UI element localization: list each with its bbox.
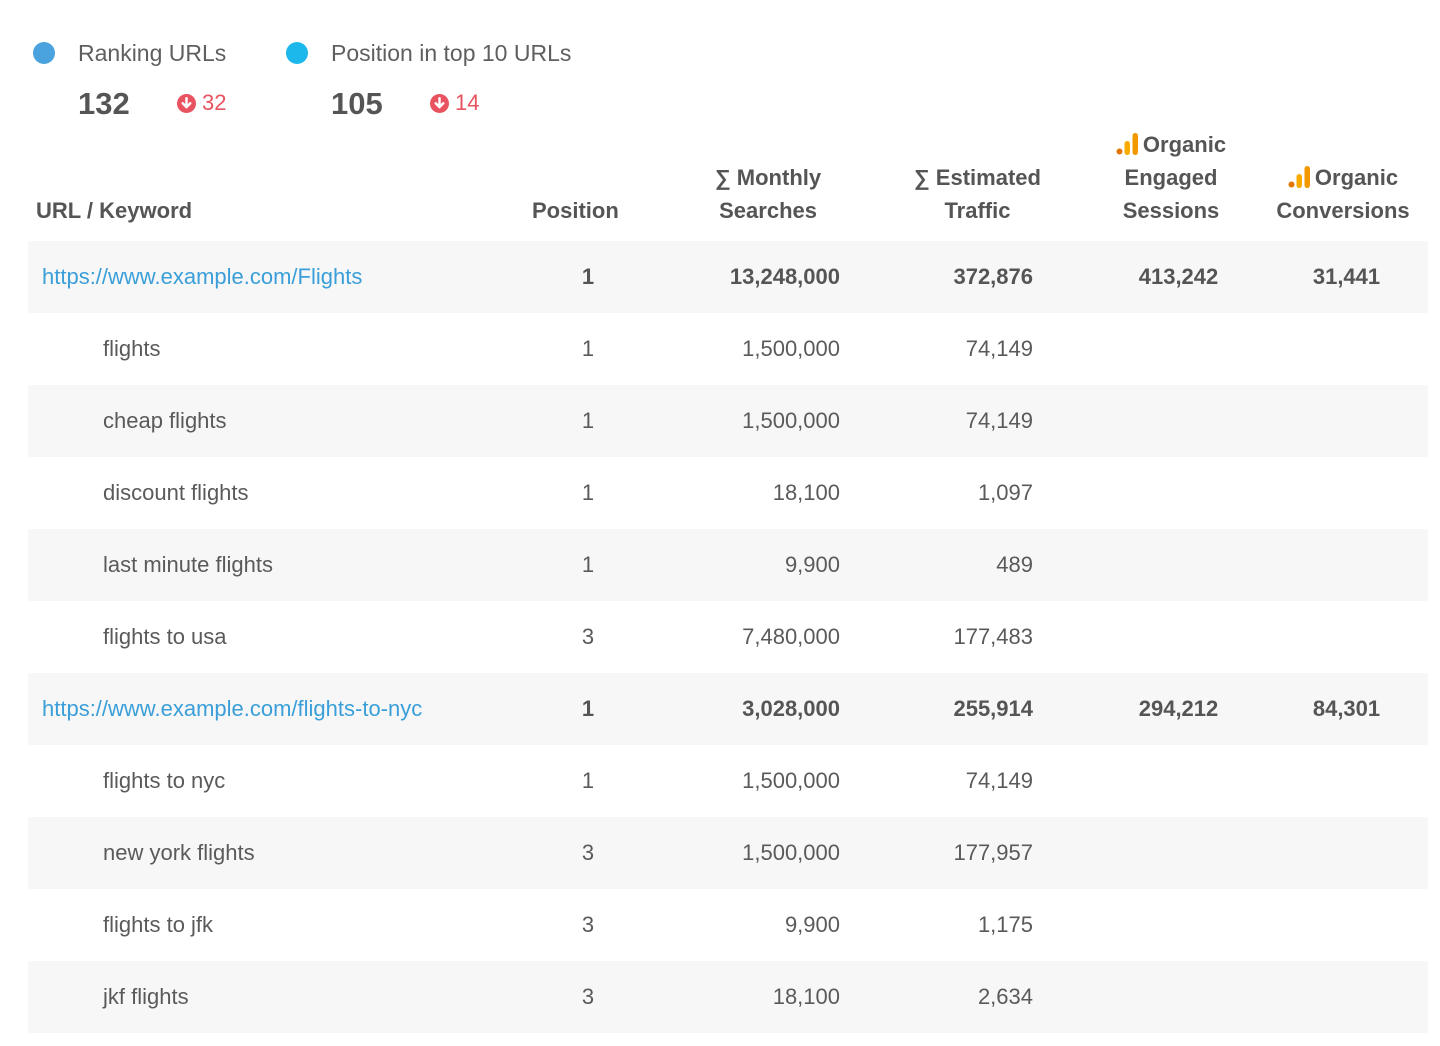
estimated-traffic-cell: 74,149 bbox=[965, 408, 1033, 433]
column-header-position[interactable]: Position bbox=[532, 198, 619, 223]
estimated-traffic-cell: 74,149 bbox=[965, 336, 1033, 361]
estimated-traffic-cell: 372,876 bbox=[953, 264, 1033, 289]
table-row-keyword: flights to jfk 3 9,900 1,175 bbox=[28, 889, 1428, 961]
keyword-cell: new york flights bbox=[103, 840, 255, 865]
position-cell: 1 bbox=[581, 264, 595, 289]
metric-label: Ranking URLs bbox=[78, 39, 227, 66]
keyword-cell: jkf flights bbox=[103, 984, 189, 1009]
monthly-searches-cell: 1,500,000 bbox=[742, 336, 840, 361]
column-header-monthly-searches[interactable]: ∑ Monthly Searches bbox=[715, 161, 821, 227]
url-keyword-table: URL / Keyword Position ∑ Monthly Searche… bbox=[28, 128, 1428, 1033]
metric-change: 14 bbox=[430, 90, 479, 116]
monthly-searches-cell: 18,100 bbox=[772, 480, 840, 505]
position-cell: 3 bbox=[581, 912, 595, 937]
metric-header: Ranking URLs bbox=[33, 38, 226, 68]
table-row-keyword: cheap flights 1 1,500,000 74,149 bbox=[28, 385, 1428, 457]
header-text: Organic bbox=[1142, 132, 1227, 157]
estimated-traffic-cell: 489 bbox=[996, 552, 1033, 577]
table-row-url[interactable]: https://www.example.com/Flights 1 13,248… bbox=[28, 241, 1428, 313]
legend-dot-icon bbox=[33, 42, 55, 64]
metric-label: Position in top 10 URLs bbox=[331, 39, 572, 66]
metric-value: 132 bbox=[78, 86, 130, 121]
column-header-estimated-traffic[interactable]: ∑ Estimated Traffic bbox=[914, 161, 1041, 227]
keyword-cell: flights to usa bbox=[103, 624, 227, 649]
engaged-sessions-cell: 294,212 bbox=[1138, 696, 1219, 721]
monthly-searches-cell: 13,248,000 bbox=[729, 264, 840, 289]
metric-change-value: 14 bbox=[455, 90, 480, 115]
monthly-searches-cell: 1,500,000 bbox=[742, 408, 840, 433]
position-cell: 1 bbox=[581, 696, 595, 721]
position-cell: 3 bbox=[581, 984, 595, 1009]
conversions-cell: 31,441 bbox=[1312, 264, 1381, 289]
estimated-traffic-cell: 2,634 bbox=[977, 984, 1033, 1009]
keyword-cell: flights to jfk bbox=[103, 912, 214, 937]
header-line: Conversions bbox=[1276, 198, 1410, 223]
header-line-with-icon: Organic bbox=[1268, 161, 1418, 194]
engaged-sessions-cell: 413,242 bbox=[1138, 264, 1219, 289]
legend-dot-icon bbox=[286, 42, 308, 64]
google-analytics-icon bbox=[1288, 166, 1310, 188]
header-line: ∑ Estimated bbox=[914, 165, 1041, 190]
monthly-searches-cell: 3,028,000 bbox=[742, 696, 840, 721]
position-cell: 3 bbox=[581, 624, 595, 649]
estimated-traffic-cell: 255,914 bbox=[953, 696, 1033, 721]
header-line-with-icon: Organic bbox=[1106, 128, 1236, 161]
column-header-engaged-sessions[interactable]: Organic Engaged Sessions bbox=[1106, 128, 1236, 227]
table-row-keyword: last minute flights 1 9,900 489 bbox=[28, 529, 1428, 601]
google-analytics-icon bbox=[1116, 133, 1138, 155]
url-link[interactable]: https://www.example.com/Flights bbox=[42, 264, 363, 289]
position-cell: 1 bbox=[581, 768, 595, 793]
arrow-down-circle-icon bbox=[430, 93, 449, 113]
url-link[interactable]: https://www.example.com/flights-to-nyc bbox=[42, 696, 423, 721]
keyword-cell: cheap flights bbox=[103, 408, 227, 433]
column-header-url-keyword[interactable]: URL / Keyword bbox=[36, 198, 193, 223]
estimated-traffic-cell: 1,097 bbox=[977, 480, 1033, 505]
position-cell: 3 bbox=[581, 840, 595, 865]
monthly-searches-cell: 18,100 bbox=[772, 984, 840, 1009]
monthly-searches-cell: 1,500,000 bbox=[742, 768, 840, 793]
table-row-keyword: flights to nyc 1 1,500,000 74,149 bbox=[28, 745, 1428, 817]
arrow-down-circle-icon bbox=[177, 93, 196, 113]
metric-change: 32 bbox=[177, 90, 226, 116]
position-cell: 1 bbox=[581, 480, 595, 505]
position-cell: 1 bbox=[581, 552, 595, 577]
table-header: URL / Keyword Position ∑ Monthly Searche… bbox=[28, 128, 1428, 241]
column-header-conversions[interactable]: Organic Conversions bbox=[1268, 161, 1418, 227]
keyword-cell: flights to nyc bbox=[103, 768, 226, 793]
metric-change-value: 32 bbox=[202, 90, 227, 115]
header-text: Organic bbox=[1314, 165, 1399, 190]
header-line: Engaged bbox=[1124, 165, 1218, 190]
table-row-keyword: flights 1 1,500,000 74,149 bbox=[28, 313, 1428, 385]
estimated-traffic-cell: 74,149 bbox=[965, 768, 1033, 793]
table-row-keyword: discount flights 1 18,100 1,097 bbox=[28, 457, 1428, 529]
estimated-traffic-cell: 177,957 bbox=[953, 840, 1033, 865]
keyword-cell: flights bbox=[103, 336, 161, 361]
keyword-cell: last minute flights bbox=[103, 552, 273, 577]
position-cell: 1 bbox=[581, 336, 595, 361]
header-line: Sessions bbox=[1122, 198, 1220, 223]
monthly-searches-cell: 9,900 bbox=[784, 912, 840, 937]
header-line: Searches bbox=[719, 198, 817, 223]
header-line: Traffic bbox=[944, 198, 1011, 223]
estimated-traffic-cell: 177,483 bbox=[953, 624, 1033, 649]
metric-value: 105 bbox=[331, 86, 383, 121]
table-row-keyword: jkf flights 3 18,100 2,634 bbox=[28, 961, 1428, 1033]
keyword-cell: discount flights bbox=[103, 480, 249, 505]
table-row-url[interactable]: https://www.example.com/flights-to-nyc 1… bbox=[28, 673, 1428, 745]
metric-header: Position in top 10 URLs bbox=[286, 38, 571, 68]
estimated-traffic-cell: 1,175 bbox=[977, 912, 1033, 937]
table-body: https://www.example.com/Flights 1 13,248… bbox=[28, 241, 1428, 1033]
monthly-searches-cell: 9,900 bbox=[784, 552, 840, 577]
header-line: ∑ Monthly bbox=[715, 165, 822, 190]
monthly-searches-cell: 7,480,000 bbox=[742, 624, 840, 649]
conversions-cell: 84,301 bbox=[1312, 696, 1381, 721]
table-row-keyword: new york flights 3 1,500,000 177,957 bbox=[28, 817, 1428, 889]
monthly-searches-cell: 1,500,000 bbox=[742, 840, 840, 865]
position-cell: 1 bbox=[581, 408, 595, 433]
table-row-keyword: flights to usa 3 7,480,000 177,483 bbox=[28, 601, 1428, 673]
